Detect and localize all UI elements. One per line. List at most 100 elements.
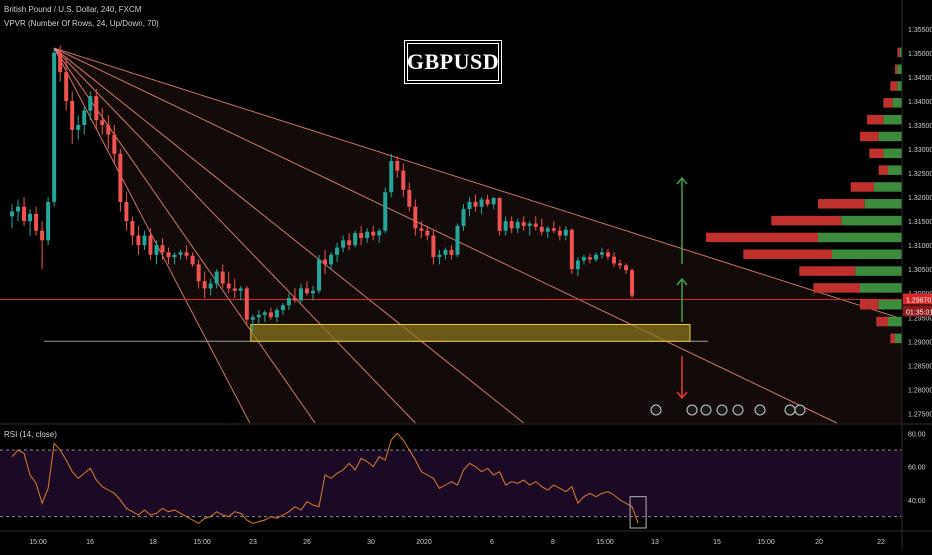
vpvr-bar-down xyxy=(813,283,860,293)
candle-body xyxy=(40,230,45,241)
price-tick-label: 1.28000 xyxy=(908,387,932,394)
vpvr-bar-up xyxy=(883,148,902,159)
event-marker xyxy=(754,404,766,416)
candle-body xyxy=(503,221,508,231)
candle-body xyxy=(100,120,105,125)
time-tick-label: 26 xyxy=(303,539,311,546)
candle-body xyxy=(485,199,490,205)
candle-body xyxy=(118,153,123,202)
candle-body xyxy=(64,72,69,101)
vpvr-bar-down xyxy=(860,299,879,310)
countdown-text: 01:35:01 xyxy=(906,309,932,316)
vpvr-legend[interactable]: VPVR (Number Of Rows, 24, Up/Down, 70) xyxy=(4,19,159,28)
vpvr-bar-down xyxy=(890,333,895,344)
candle-body xyxy=(76,124,81,130)
candle-body xyxy=(94,96,99,121)
vpvr-bar-up xyxy=(888,165,902,175)
candle-body xyxy=(286,298,291,306)
vpvr-bar-down xyxy=(743,249,832,260)
event-marker xyxy=(716,404,728,416)
vpvr-bar-up xyxy=(878,299,902,310)
levels-layer xyxy=(0,298,902,342)
time-tick-label: 20 xyxy=(815,539,823,546)
fan-line-3 xyxy=(53,47,416,424)
candle-body xyxy=(304,288,309,294)
event-marker xyxy=(700,404,712,416)
price-tick-label: 1.27500 xyxy=(908,411,932,418)
candle-body xyxy=(70,100,75,130)
vpvr-bar-down xyxy=(850,182,874,192)
candle-body xyxy=(563,229,568,236)
vpvr-bar-down xyxy=(890,81,898,91)
vpvr-bar-down xyxy=(706,232,818,243)
candle-body xyxy=(106,124,111,135)
price-tick-label: 1.35000 xyxy=(908,51,932,58)
candle-body xyxy=(226,283,231,289)
candle-body xyxy=(545,228,550,232)
time-tick-label: 15:00 xyxy=(596,539,614,546)
candle-body xyxy=(605,252,610,257)
candle-body xyxy=(58,52,63,73)
candle-body xyxy=(630,270,635,296)
vpvr-bar-down xyxy=(895,64,898,74)
candle-body xyxy=(160,245,165,253)
time-tick-label: 15:00 xyxy=(29,539,47,546)
rsi-line xyxy=(11,432,639,524)
arrow-down-head xyxy=(676,391,688,400)
candle-body xyxy=(347,240,352,246)
candle-body xyxy=(407,189,412,207)
candle-body xyxy=(88,96,93,111)
candle-body xyxy=(292,298,297,301)
price-tick-label: 1.30500 xyxy=(908,267,932,274)
time-tick-label: 15:00 xyxy=(757,539,775,546)
vpvr-bar-up xyxy=(897,64,902,74)
time-tick-label: 22 xyxy=(877,539,885,546)
vpvr-bar-up xyxy=(899,47,902,58)
candle-body xyxy=(371,231,376,236)
candle-body xyxy=(509,221,514,229)
candle-body xyxy=(190,255,195,265)
candle-body xyxy=(612,256,616,264)
candle-body xyxy=(16,206,21,212)
candle-body xyxy=(22,206,27,222)
time-tick-label: 23 xyxy=(249,539,257,546)
candle-body xyxy=(443,249,448,255)
candle-body xyxy=(34,213,39,231)
symbol-legend[interactable]: British Pound / U.S. Dollar, 240, FXCM xyxy=(4,5,142,14)
candle-body xyxy=(166,252,171,258)
candle-body xyxy=(256,314,261,318)
vpvr-bar-down xyxy=(883,98,893,108)
candle-body xyxy=(491,198,496,205)
candle-body xyxy=(196,264,201,282)
candle-body xyxy=(449,249,454,255)
candle-body xyxy=(383,192,388,231)
candle-body xyxy=(10,211,14,217)
vpvr-bar-down xyxy=(869,148,884,159)
candle-body xyxy=(268,312,273,318)
candle-body xyxy=(575,260,580,270)
rsi-legend[interactable]: RSI (14, close) xyxy=(4,430,57,439)
candle-body xyxy=(539,226,544,232)
time-tick-label: 8 xyxy=(551,539,555,546)
candle-body xyxy=(262,312,267,315)
price-tick-label: 1.31500 xyxy=(908,219,932,226)
vpvr-bar-down xyxy=(799,266,856,276)
vpvr-bar-down xyxy=(897,47,900,58)
candle-body xyxy=(82,110,87,125)
candle-body xyxy=(148,235,153,255)
price-tick-label: 1.35500 xyxy=(908,27,932,34)
arrows-layer xyxy=(676,176,688,400)
candle-body xyxy=(353,233,358,246)
candle-body xyxy=(431,235,436,258)
candle-body xyxy=(419,228,424,231)
vpvr-bar-down xyxy=(878,165,888,175)
vpvr-bar-down xyxy=(771,215,842,226)
candle-body xyxy=(341,240,346,248)
candle-body xyxy=(112,134,117,154)
candle-body xyxy=(599,252,604,255)
arrow-up-top-head xyxy=(676,176,688,185)
price-tick-label: 1.34500 xyxy=(908,75,932,82)
candle-body xyxy=(52,52,57,202)
candle-body xyxy=(136,235,141,246)
